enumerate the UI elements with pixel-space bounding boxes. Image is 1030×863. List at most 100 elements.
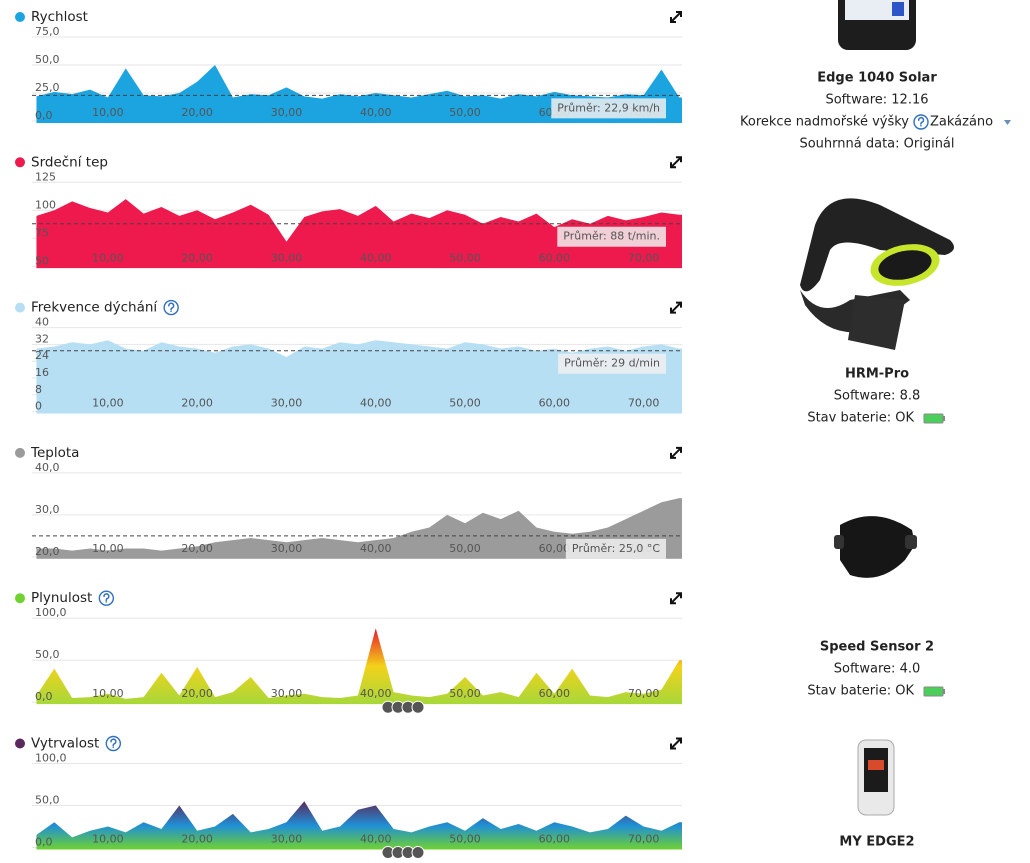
chart-title: Teplota bbox=[30, 445, 79, 461]
y-tick-label: 16 bbox=[35, 366, 49, 379]
area bbox=[32, 340, 682, 414]
legend-dot bbox=[15, 738, 25, 749]
legend-dot bbox=[15, 302, 25, 313]
average-label-bg bbox=[565, 538, 666, 559]
battery-icon bbox=[923, 413, 944, 424]
edge2-device-image bbox=[857, 739, 895, 816]
device-name[interactable]: MY EDGE2 bbox=[839, 835, 914, 850]
device-info: Stav baterie: OK bbox=[807, 684, 914, 699]
x-tick-label: 40,00 bbox=[360, 687, 392, 700]
average-label: Průměr: 29 d/min bbox=[564, 357, 660, 370]
x-tick-label: 70,00 bbox=[628, 251, 660, 264]
x-tick-label: 30,00 bbox=[271, 106, 303, 119]
device-name: Edge 1040 Solar bbox=[817, 71, 937, 86]
chart-title: Frekvence dýchání bbox=[31, 300, 158, 316]
series-group bbox=[32, 199, 682, 269]
average-label: Průměr: 88 t/min. bbox=[563, 230, 660, 243]
legend-dot bbox=[15, 157, 25, 168]
average-label-bg bbox=[558, 353, 666, 374]
x-tick-label: 20,00 bbox=[181, 542, 213, 555]
hrm-device-image bbox=[800, 198, 954, 350]
x-tick-label: 60,00 bbox=[539, 251, 571, 264]
scrubber-handle[interactable] bbox=[411, 700, 425, 714]
elevation-value[interactable]: Zakázáno bbox=[930, 115, 993, 130]
battery-icon bbox=[923, 686, 944, 697]
x-tick-label: 20,00 bbox=[181, 687, 213, 700]
x-tick-label: 50,00 bbox=[449, 106, 481, 119]
x-tick-label: 30,00 bbox=[271, 397, 303, 410]
y-tick-label: 75,0 bbox=[35, 25, 60, 38]
series-group bbox=[32, 340, 682, 414]
y-tick-label: 50,0 bbox=[35, 53, 60, 66]
y-tick-label: 40,0 bbox=[35, 461, 60, 474]
x-tick-label: 20,00 bbox=[181, 833, 213, 846]
y-tick-label: 100,0 bbox=[35, 606, 67, 619]
area bbox=[32, 628, 682, 705]
expand-icon[interactable] bbox=[670, 11, 682, 23]
help-icon bbox=[105, 735, 122, 752]
x-tick-label: 60,00 bbox=[539, 833, 571, 846]
expand-icon[interactable] bbox=[670, 592, 682, 605]
x-tick-label: 40,00 bbox=[360, 251, 392, 264]
y-tick-label: 30,0 bbox=[35, 503, 60, 516]
battery-tip bbox=[943, 416, 945, 421]
y-tick-label: 0,0 bbox=[35, 836, 53, 849]
y-tick-label: 100,0 bbox=[35, 752, 67, 765]
x-tick-label: 10,00 bbox=[92, 397, 124, 410]
y-tick-label: 25,0 bbox=[35, 81, 60, 94]
series-group bbox=[32, 628, 682, 705]
x-tick-label: 20,00 bbox=[181, 106, 213, 119]
average-label-bg bbox=[557, 226, 666, 247]
x-tick-label: 30,00 bbox=[271, 542, 303, 555]
chart-title: Plynulost bbox=[31, 590, 92, 606]
series-group bbox=[36, 498, 682, 559]
legend-dot bbox=[15, 12, 25, 22]
elevation-label: Korekce nadmořské výšky bbox=[740, 115, 909, 130]
y-tick-label: 20,0 bbox=[35, 545, 60, 558]
speed-sensor-image bbox=[834, 516, 917, 578]
y-tick-label: 50,0 bbox=[35, 794, 60, 807]
y-tick-label: 50 bbox=[35, 254, 49, 267]
x-tick-label: 60,00 bbox=[539, 687, 571, 700]
expand-icon[interactable] bbox=[670, 446, 682, 459]
chart-title: Srdeční tep bbox=[31, 154, 108, 170]
device-info: Software: 12.16 bbox=[825, 93, 928, 108]
help-icon-glyph bbox=[110, 738, 117, 748]
x-tick-label: 40,00 bbox=[360, 397, 392, 410]
device-summary: Souhrnná data: Originál bbox=[799, 137, 954, 152]
x-tick-label: 40,00 bbox=[360, 542, 392, 555]
chart-title: Rychlost bbox=[31, 9, 88, 25]
area bbox=[32, 801, 682, 850]
y-tick-label: 24 bbox=[35, 349, 49, 362]
y-tick-label: 75 bbox=[35, 226, 49, 239]
expand-icon[interactable] bbox=[670, 301, 682, 314]
legend-dot bbox=[15, 593, 25, 604]
x-tick-label: 40,00 bbox=[360, 833, 392, 846]
expand-icon[interactable] bbox=[670, 737, 682, 750]
help-icon bbox=[98, 590, 115, 606]
device-info: Software: 4.0 bbox=[834, 662, 921, 677]
area bbox=[36, 498, 682, 559]
device-name: HRM-Pro bbox=[845, 367, 909, 382]
x-tick-label: 10,00 bbox=[92, 542, 124, 555]
x-tick-label: 50,00 bbox=[449, 251, 481, 264]
x-tick-label: 10,00 bbox=[92, 106, 124, 119]
help-icon-glyph bbox=[103, 593, 110, 603]
battery-tip bbox=[943, 689, 945, 694]
x-tick-label: 60,00 bbox=[539, 397, 571, 410]
y-tick-label: 32 bbox=[35, 332, 49, 345]
x-tick-label: 20,00 bbox=[181, 397, 213, 410]
x-tick-label: 50,00 bbox=[449, 833, 481, 846]
x-tick-label: 50,00 bbox=[449, 687, 481, 700]
expand-icon[interactable] bbox=[670, 156, 682, 169]
legend-dot bbox=[15, 447, 25, 458]
chart-title: Vytrvalost bbox=[31, 736, 99, 752]
x-tick-label: 70,00 bbox=[628, 397, 660, 410]
help-icon bbox=[163, 299, 179, 316]
x-tick-label: 40,00 bbox=[360, 106, 392, 119]
scrubber-handle[interactable] bbox=[411, 846, 425, 859]
x-tick-label: 20,00 bbox=[181, 251, 213, 264]
